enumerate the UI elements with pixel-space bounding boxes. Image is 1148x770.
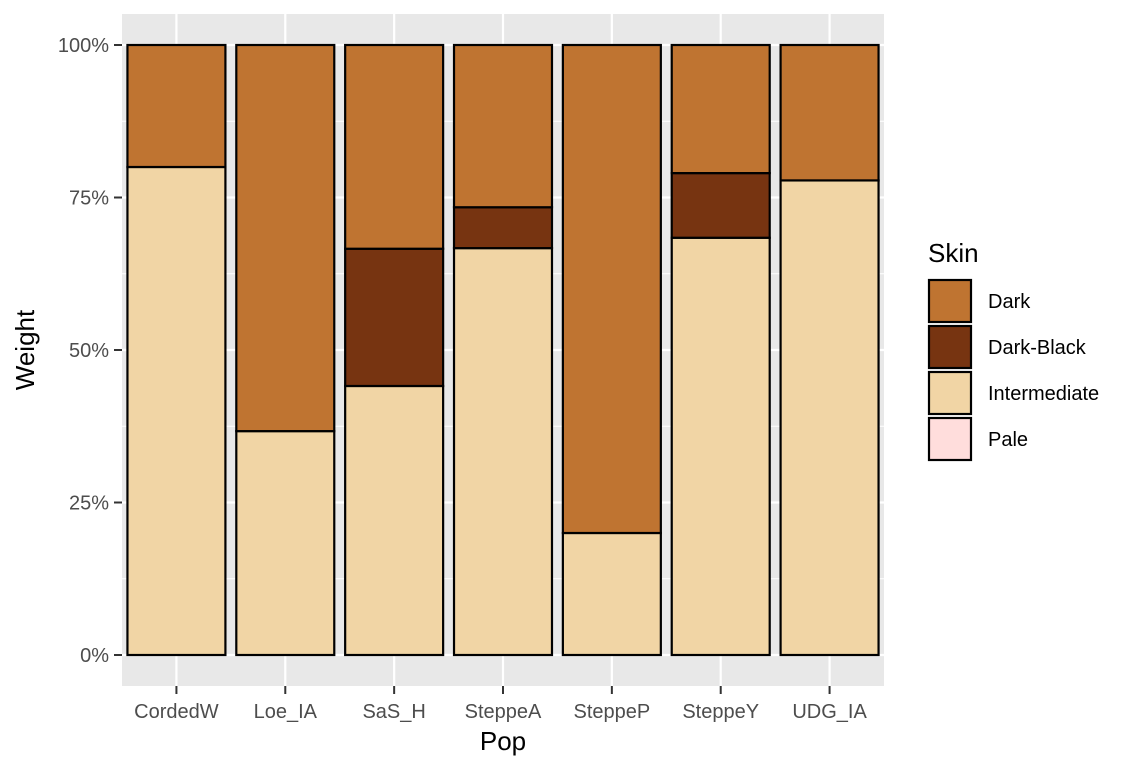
legend-key-intermediate [927, 370, 973, 416]
bar-steppey-dark-black [670, 172, 771, 239]
bar-steppep-intermediate [561, 531, 662, 657]
bar-udg-ia-dark [779, 43, 880, 182]
bar-sas-h-intermediate [344, 384, 445, 657]
bar-steppey-dark [670, 43, 771, 175]
legend: Skin Dark Dark-Black Intermediate Pale [927, 238, 1099, 462]
y-tick-label: 0% [80, 645, 109, 667]
legend-label-intermediate: Intermediate [988, 383, 1099, 405]
legend-label-dark: Dark [988, 291, 1031, 313]
y-axis: 0% 25% 50% 75% 100% [58, 35, 122, 667]
bar-steppea-intermediate [452, 247, 554, 657]
bar-steppea-dark [452, 43, 554, 209]
y-axis-title: Weight [10, 309, 40, 390]
bar-udg-ia-intermediate [779, 179, 880, 657]
bar-sas-h-dark-black [344, 247, 445, 388]
bar-steppep-dark [561, 43, 662, 535]
legend-key-pale [927, 416, 973, 462]
bar-steppea-dark-black [452, 206, 554, 250]
legend-title: Skin [928, 238, 979, 268]
x-tick-label-cordedw: CordedW [134, 701, 219, 723]
y-tick-label: 100% [58, 35, 109, 57]
x-tick-label-steppep: SteppeP [573, 701, 650, 723]
legend-key-dark-black [927, 324, 973, 370]
bar-cordedw-intermediate [126, 165, 227, 657]
bars [126, 43, 880, 657]
x-tick-label-loe-ia: Loe_IA [254, 701, 318, 723]
legend-label-pale: Pale [988, 429, 1028, 451]
y-tick-label: 75% [69, 188, 109, 210]
bar-steppey-intermediate [670, 236, 771, 657]
bar-loe-ia-dark [235, 43, 336, 433]
y-tick-label: 50% [69, 340, 109, 362]
x-tick-label-steppey: SteppeY [682, 701, 759, 723]
x-axis-title: Pop [480, 726, 526, 756]
bar-loe-ia-intermediate [235, 430, 336, 657]
bar-cordedw-dark [126, 43, 227, 169]
x-tick-label-steppea: SteppeA [465, 701, 542, 723]
x-axis: CordedW Loe_IA SaS_H SteppeA SteppeP SteppeY U… [134, 686, 867, 723]
x-tick-label-udg-ia: UDG_IA [792, 701, 867, 723]
legend-label-dark-black: Dark-Black [988, 337, 1087, 359]
y-tick-label: 25% [69, 493, 109, 515]
legend-key-dark [927, 278, 973, 324]
bar-sas-h-dark [344, 43, 445, 250]
x-tick-label-sas-h: SaS_H [362, 701, 425, 723]
